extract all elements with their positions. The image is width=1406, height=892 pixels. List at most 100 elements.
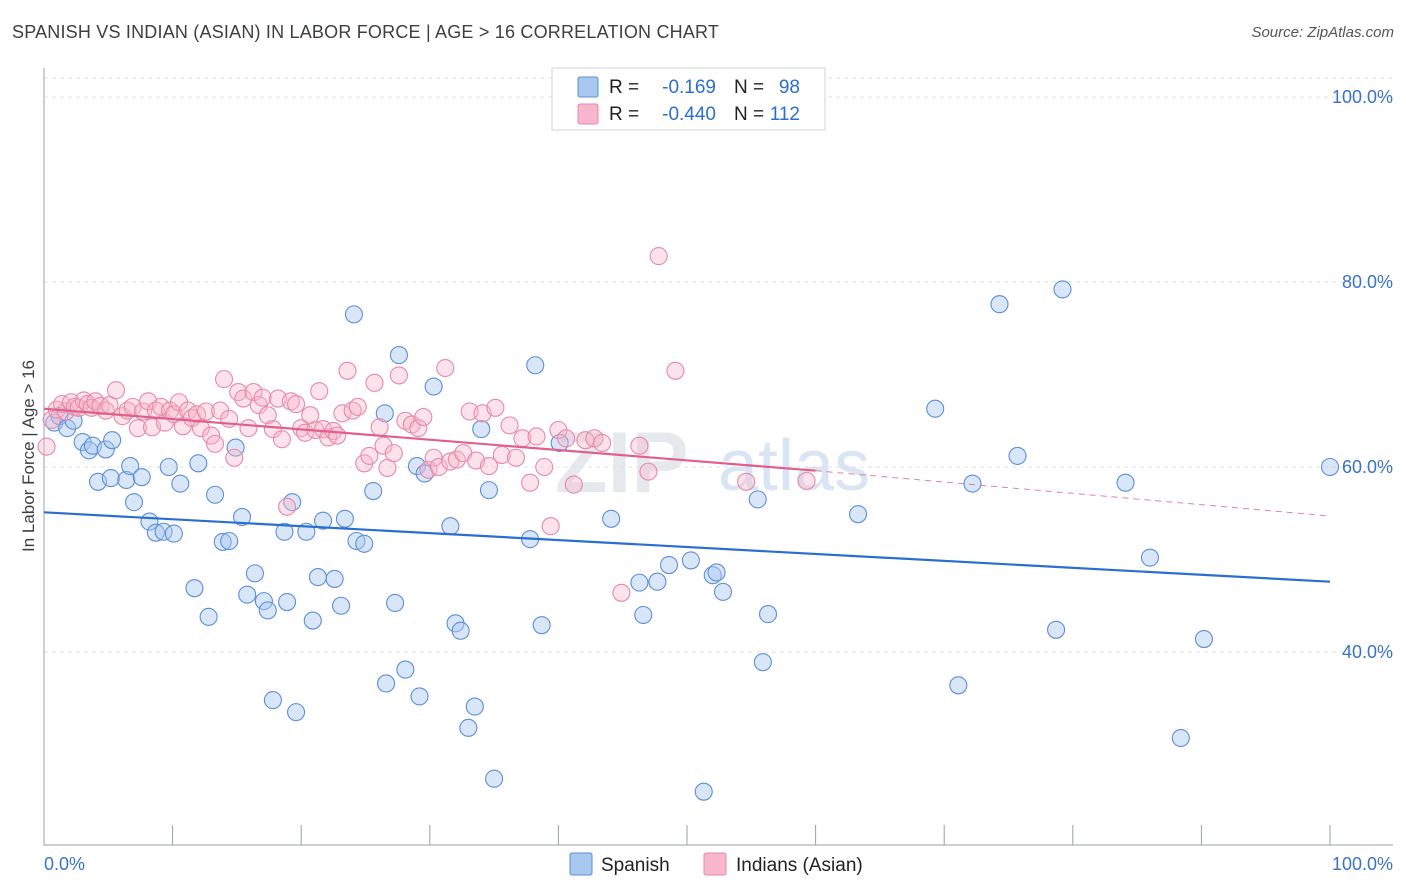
data-point-spanish <box>1008 446 1027 465</box>
data-point-spanish <box>103 431 122 450</box>
data-point-indian <box>527 427 546 446</box>
data-point-spanish <box>441 517 460 536</box>
legend-label-indian: Indians (Asian) <box>736 855 863 876</box>
data-point-spanish <box>424 377 443 396</box>
watermark-zip: ZIP <box>555 415 689 511</box>
data-point-indian <box>414 407 433 427</box>
trend-line-spanish <box>43 511 1331 583</box>
y-tick-label: 40.0% <box>1342 642 1393 662</box>
data-point-spanish <box>101 469 120 488</box>
data-point-spanish <box>848 505 868 524</box>
data-point-indian <box>447 450 466 469</box>
data-point-indian <box>612 583 631 602</box>
data-point-indian <box>258 406 277 425</box>
data-point-spanish <box>758 605 778 624</box>
data-point-spanish <box>213 532 232 551</box>
data-point-spanish <box>1320 457 1340 477</box>
data-point-indian <box>360 446 379 465</box>
trend-line-indian-extension <box>815 470 1331 517</box>
legend-swatch-indian <box>703 852 727 876</box>
data-point-indian <box>42 410 61 429</box>
data-point-spanish <box>375 404 394 423</box>
data-point-indian <box>328 426 347 445</box>
data-point-indian <box>486 398 505 417</box>
data-point-indian <box>797 471 816 490</box>
stats-n-value-indian: 112 <box>770 104 800 125</box>
data-point-spanish <box>396 660 415 679</box>
data-point-indian <box>253 388 272 407</box>
data-point-spanish <box>753 653 772 672</box>
data-point-indian <box>202 426 221 445</box>
data-point-spanish <box>377 674 396 693</box>
x-tick-label-min: 0.0% <box>44 854 85 874</box>
stats-r-value-indian: -0.440 <box>662 104 716 125</box>
data-point-indian <box>557 429 576 448</box>
data-point-indian <box>196 402 216 421</box>
data-point-indian <box>348 397 367 416</box>
data-point-spanish <box>707 563 726 582</box>
data-point-spanish <box>634 605 653 625</box>
data-point-indian <box>666 361 685 380</box>
data-point-spanish <box>199 607 218 626</box>
data-point-indian <box>541 517 560 536</box>
data-point-indian <box>263 420 282 439</box>
data-point-indian <box>409 419 428 438</box>
data-point-spanish <box>258 601 277 620</box>
data-point-indian <box>333 404 352 423</box>
data-point-spanish <box>121 457 140 476</box>
data-point-spanish <box>1194 629 1214 649</box>
data-point-spanish <box>232 507 252 527</box>
stats-n-label-indian: N = <box>734 104 764 125</box>
data-point-spanish <box>407 457 426 476</box>
stats-legend-swatch-spanish <box>577 76 599 98</box>
data-point-spanish <box>1047 620 1066 639</box>
stats-r-label-spanish: R = <box>609 77 639 98</box>
data-point-spanish <box>132 468 151 487</box>
data-point-indian <box>521 473 540 492</box>
stats-legend-swatch-indian <box>577 103 599 125</box>
data-point-spanish <box>386 593 405 613</box>
data-point-spanish <box>459 718 478 737</box>
data-point-indian <box>234 389 253 408</box>
data-point-spanish <box>926 399 945 418</box>
stats-n-value-spanish: 98 <box>779 77 800 98</box>
data-point-indian <box>630 436 649 455</box>
data-point-spanish <box>479 481 499 500</box>
data-point-spanish <box>124 493 144 512</box>
data-point-spanish <box>205 485 225 504</box>
data-point-indian <box>649 247 668 266</box>
data-point-spanish <box>146 523 165 542</box>
data-point-spanish <box>694 782 713 801</box>
data-point-indian <box>479 457 499 476</box>
data-point-spanish <box>748 490 767 509</box>
data-point-spanish <box>485 769 504 788</box>
data-point-spanish <box>451 621 470 640</box>
data-point-spanish <box>308 568 327 587</box>
data-point-spanish <box>164 524 183 543</box>
data-point-spanish <box>532 616 551 635</box>
y-axis-label: In Labor Force | Age > 16 <box>19 360 38 552</box>
series-legend: Spanish Indians (Asian) <box>569 852 863 876</box>
data-point-indian <box>441 452 460 471</box>
data-point-spanish <box>1053 280 1072 299</box>
data-point-indian <box>106 381 126 400</box>
data-point-spanish <box>648 572 667 591</box>
data-point-spanish <box>472 420 491 439</box>
data-point-indian <box>310 382 329 401</box>
data-point-indian <box>278 497 297 516</box>
data-point-indian <box>429 457 448 477</box>
data-point-indian <box>564 475 583 494</box>
data-point-indian <box>225 448 244 467</box>
y-tick-label: 60.0% <box>1342 457 1393 477</box>
watermark-atlas: atlas <box>718 426 870 506</box>
data-point-indian <box>365 373 384 392</box>
data-point-spanish <box>287 703 306 722</box>
data-point-spanish <box>263 691 282 710</box>
data-point-indian <box>37 437 56 456</box>
data-point-spanish <box>171 474 190 493</box>
data-point-indian <box>436 358 455 378</box>
data-point-spanish <box>159 457 178 477</box>
data-point-indian <box>593 433 612 453</box>
data-point-spanish <box>681 551 700 570</box>
